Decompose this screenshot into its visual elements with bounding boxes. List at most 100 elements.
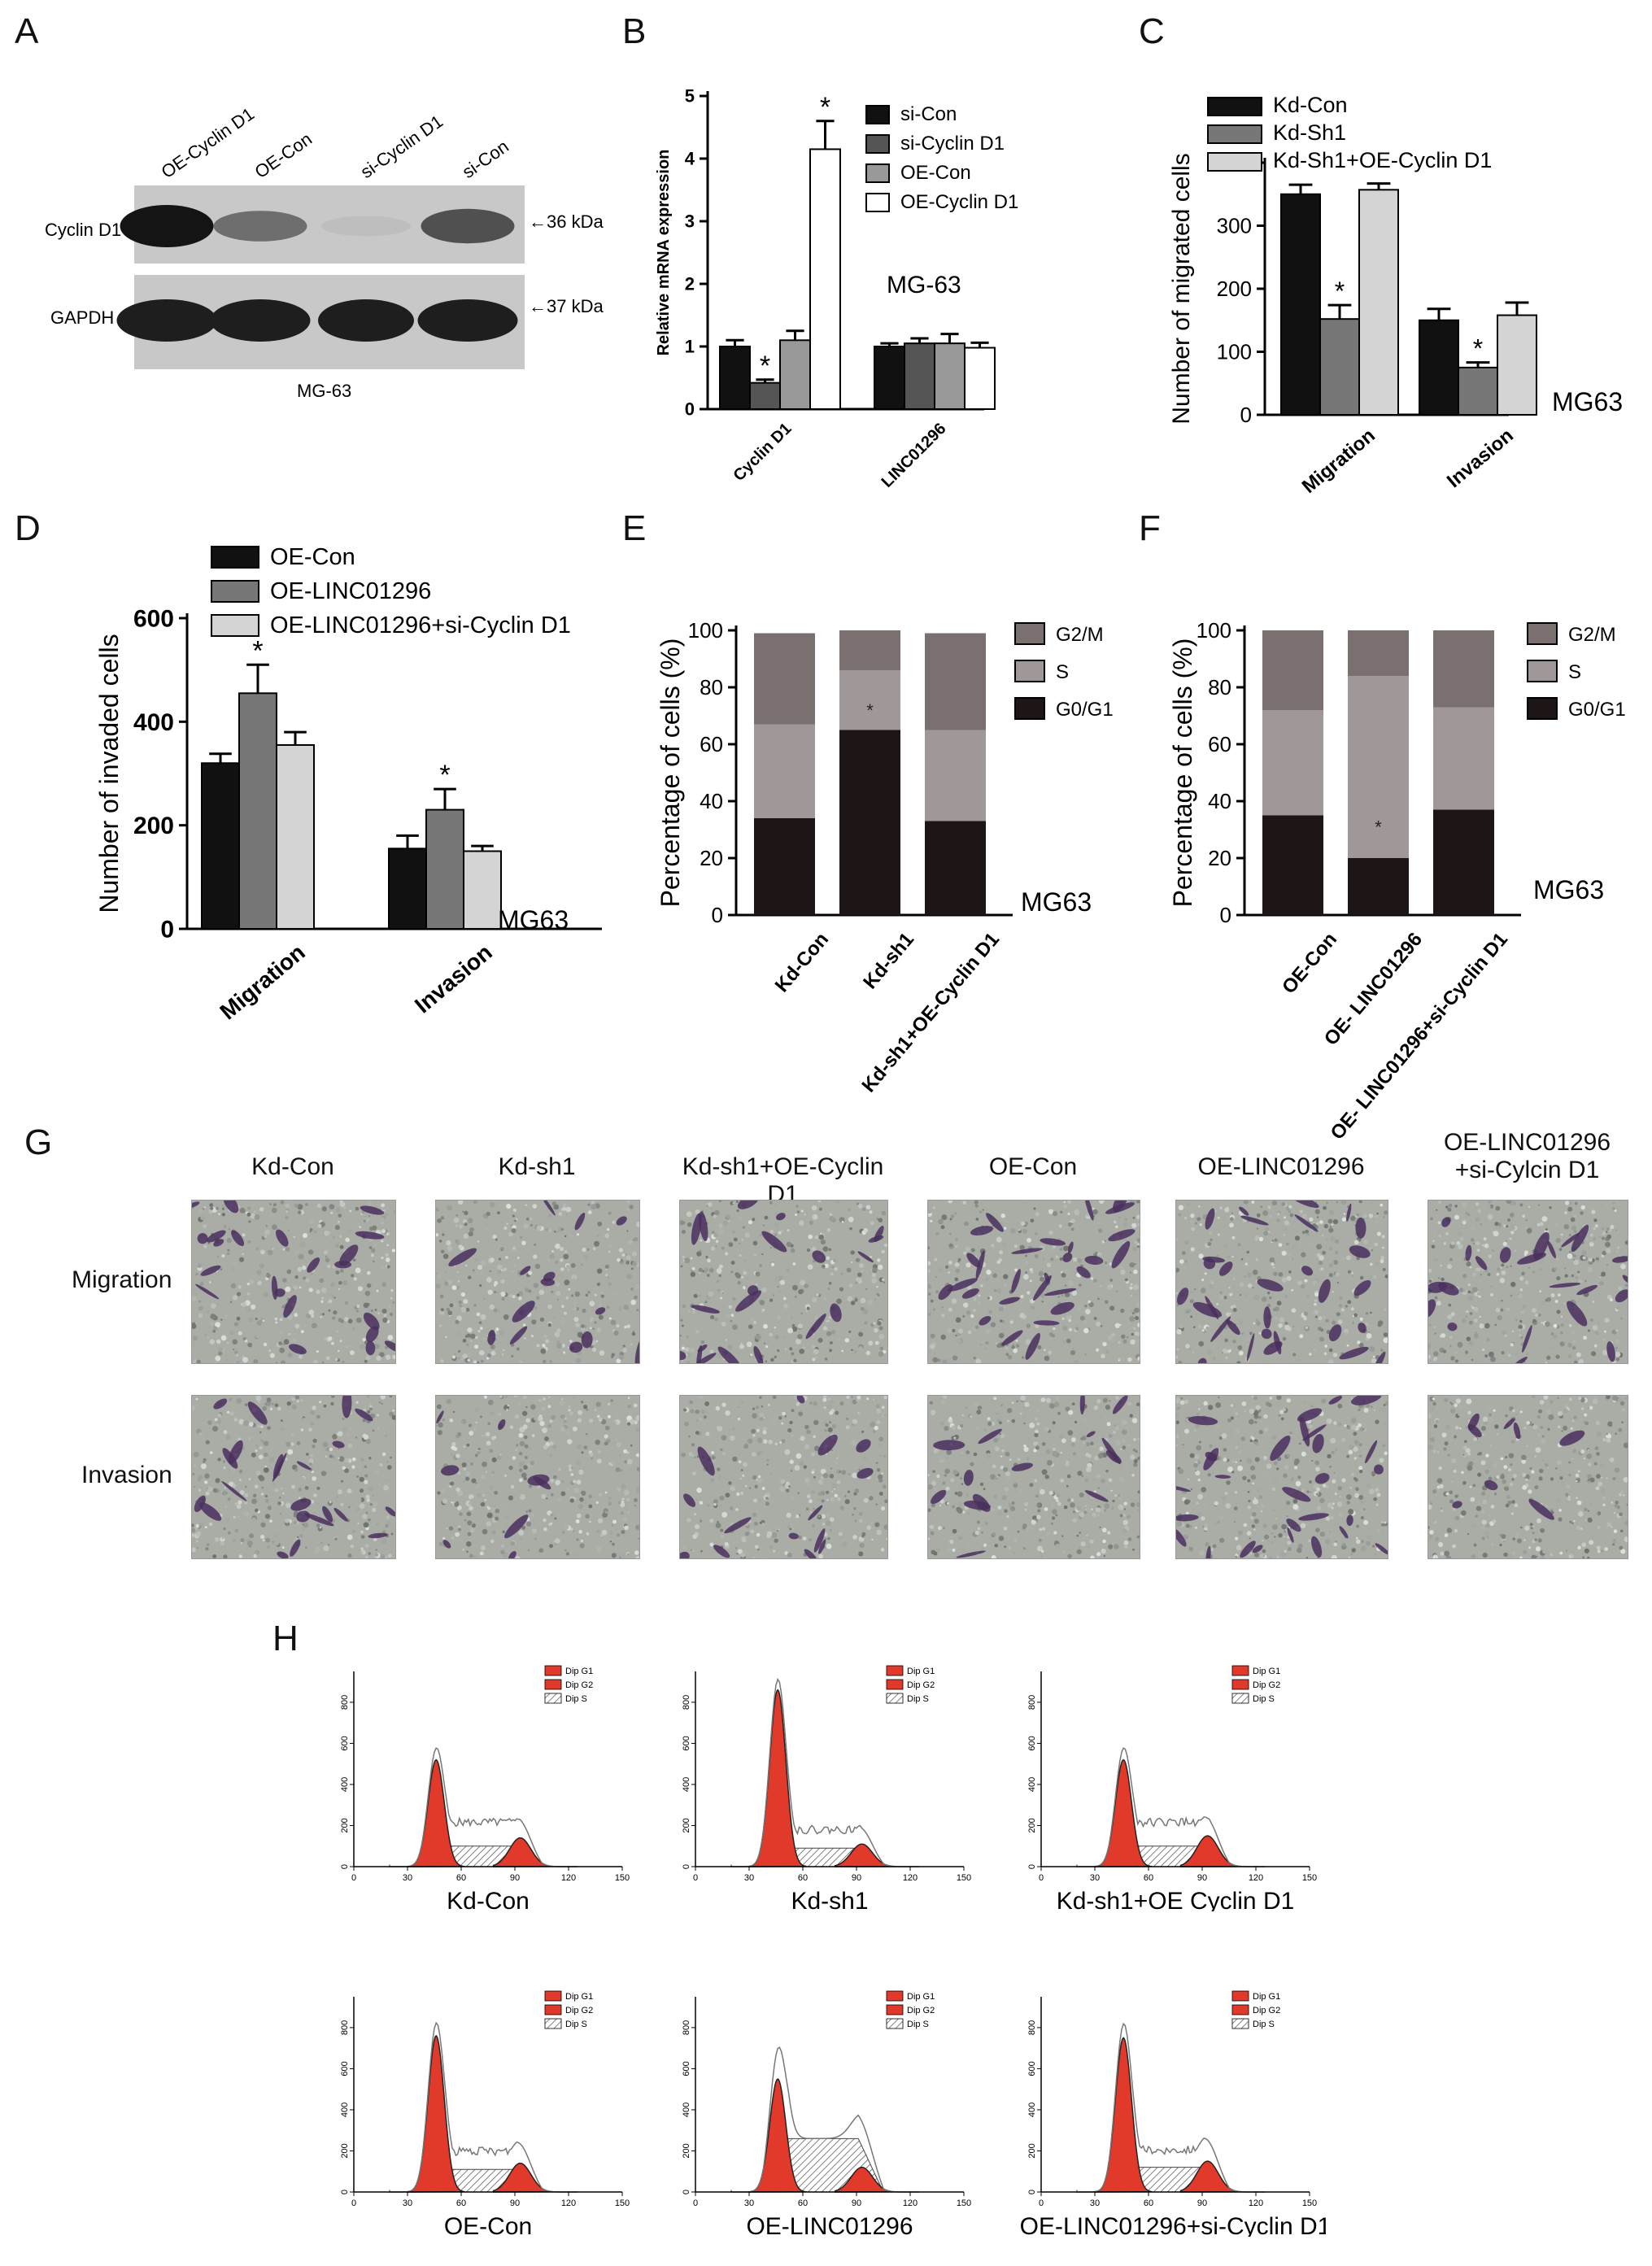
pore — [1005, 1304, 1008, 1307]
pore — [466, 1353, 472, 1358]
pore — [311, 1314, 315, 1318]
pore — [951, 1425, 957, 1430]
pore — [843, 1495, 847, 1497]
pore — [728, 1305, 732, 1309]
pore — [1127, 1357, 1132, 1362]
stained-cell — [304, 1513, 334, 1527]
pore — [1196, 1413, 1199, 1416]
pore — [1297, 1280, 1302, 1286]
pore — [964, 1405, 968, 1410]
pore — [704, 1267, 708, 1272]
pore — [1064, 1292, 1070, 1297]
pore — [717, 1426, 719, 1429]
pore — [1358, 1201, 1362, 1204]
pore — [962, 1201, 966, 1205]
pore — [735, 1351, 742, 1357]
pore — [387, 1335, 394, 1340]
pore — [769, 1246, 772, 1249]
pore — [445, 1263, 448, 1266]
pore — [1204, 1272, 1207, 1275]
pore — [569, 1468, 573, 1471]
pore — [855, 1257, 861, 1262]
pore — [1190, 1315, 1193, 1318]
pore — [1487, 1205, 1491, 1209]
pore — [312, 1445, 316, 1449]
pore — [259, 1446, 263, 1450]
pore — [607, 1402, 611, 1405]
pore — [1370, 1201, 1373, 1205]
pore — [941, 1465, 944, 1467]
pore — [941, 1214, 948, 1221]
pore — [765, 1497, 769, 1500]
pore — [1071, 1437, 1076, 1443]
pore — [1443, 1242, 1446, 1245]
pore — [1129, 1271, 1132, 1274]
pore — [1560, 1323, 1564, 1327]
pore — [1198, 1205, 1201, 1208]
pore — [312, 1438, 317, 1443]
pore — [766, 1531, 773, 1537]
stained-cell — [796, 1396, 805, 1404]
pore — [1606, 1231, 1608, 1233]
pore — [1311, 1460, 1314, 1462]
pore — [1048, 1209, 1054, 1214]
pore — [717, 1520, 719, 1523]
pore — [718, 1228, 724, 1235]
pore — [508, 1465, 513, 1471]
pore — [1255, 1318, 1259, 1322]
pore — [1001, 1241, 1007, 1248]
pore — [934, 1257, 938, 1262]
pore — [928, 1269, 931, 1273]
pore — [784, 1551, 789, 1555]
pore — [352, 1327, 355, 1331]
pore — [1292, 1434, 1294, 1436]
pore — [462, 1338, 467, 1343]
stained-cell — [691, 1213, 702, 1245]
pore — [1600, 1275, 1602, 1278]
pore — [795, 1514, 800, 1519]
pore — [1299, 1334, 1304, 1339]
pore — [338, 1349, 340, 1353]
pore — [450, 1453, 453, 1457]
pore — [1044, 1475, 1050, 1479]
pore — [1346, 1501, 1350, 1505]
pore — [691, 1549, 695, 1552]
legend-swatch — [211, 580, 259, 603]
pore — [1134, 1292, 1139, 1297]
pore — [501, 1353, 504, 1356]
pore — [1071, 1402, 1075, 1406]
pore — [596, 1414, 600, 1418]
pore — [1379, 1458, 1384, 1463]
pore — [246, 1212, 251, 1217]
pore — [864, 1321, 868, 1325]
pore — [755, 1405, 760, 1410]
pore — [700, 1519, 703, 1523]
bar-segment — [1433, 809, 1494, 915]
pore — [1292, 1244, 1298, 1251]
pore — [957, 1257, 961, 1262]
pore — [490, 1539, 495, 1544]
pore — [339, 1340, 342, 1343]
pore — [694, 1523, 700, 1530]
pore — [1034, 1232, 1038, 1235]
pore — [808, 1234, 813, 1240]
pore — [482, 1461, 487, 1467]
pore — [532, 1254, 538, 1259]
pore — [466, 1443, 470, 1447]
pore — [460, 1357, 463, 1361]
pore — [1079, 1532, 1082, 1534]
pore — [1273, 1308, 1276, 1312]
pore — [543, 1527, 547, 1532]
pore — [774, 1335, 779, 1340]
pore — [861, 1270, 863, 1273]
pore — [985, 1522, 988, 1525]
pore — [311, 1206, 315, 1209]
pore — [207, 1486, 213, 1493]
pore — [974, 1201, 979, 1205]
pore — [1005, 1346, 1009, 1350]
pore — [729, 1506, 734, 1510]
pore — [534, 1416, 538, 1421]
pore — [324, 1337, 327, 1340]
pore — [521, 1525, 526, 1530]
